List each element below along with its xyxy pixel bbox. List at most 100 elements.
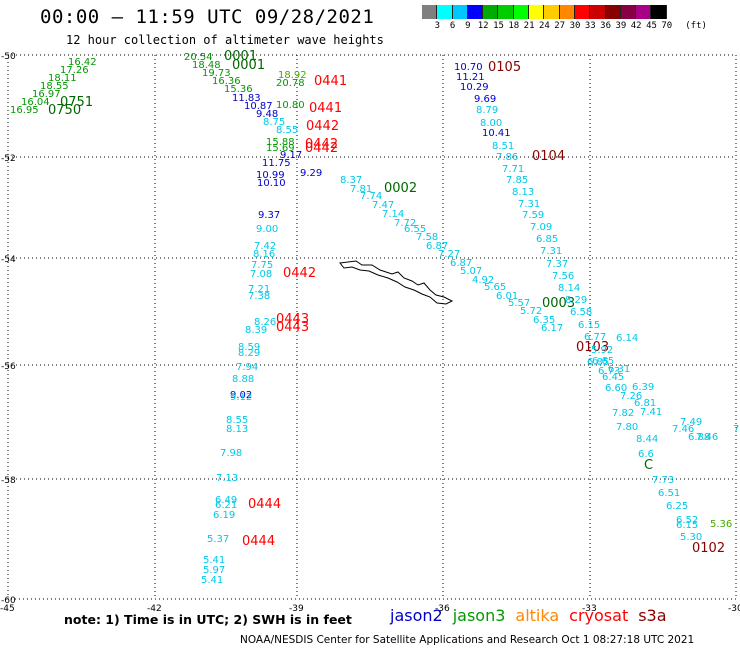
map-frame [7, 54, 737, 600]
point-label: 0751 [60, 95, 93, 110]
point-label: 6.81 [634, 398, 656, 409]
point-label: 7.46 [672, 424, 694, 435]
scale-unit: (ft) [685, 21, 707, 31]
point-label: 5.41 [203, 555, 225, 566]
point-label: 6.58 [570, 307, 592, 318]
point-label: 10.80 [276, 100, 305, 111]
point-label: 11.21 [456, 72, 485, 83]
point-label: 17.26 [60, 65, 89, 76]
scale-swatch [529, 5, 545, 19]
point-label: 7.08 [250, 269, 272, 280]
legend-altika: altika [515, 606, 560, 625]
point-label: 6.73 [598, 366, 620, 377]
point-label: 6.35 [533, 315, 555, 326]
point-label: 7.85 [506, 175, 528, 186]
point-label: 1.48 [0, 0, 22, 3]
scale-label: 9 [465, 21, 471, 31]
point-label: 7.41 [640, 407, 662, 418]
point-label: 7.13 [216, 473, 238, 484]
lat-lon-grid [8, 55, 736, 599]
point-label: 7.49 [680, 417, 702, 428]
point-label: 7.37 [546, 259, 568, 270]
legend-cryosat: cryosat [569, 606, 629, 625]
point-label: 20.78 [276, 78, 305, 89]
point-label: 6.55 [404, 224, 426, 235]
point-label: 0441 [314, 74, 347, 89]
point-label: 0444 [248, 497, 281, 512]
scale-swatch [620, 5, 637, 19]
point-label: 9.00 [256, 224, 278, 235]
latitude-label: -58 [1, 476, 16, 486]
point-label: 8.16 [253, 249, 275, 260]
latitude-label: -52 [1, 154, 16, 164]
point-label: 8.37 [340, 175, 362, 186]
point-label: 5.07 [460, 266, 482, 277]
latitude-label: -50 [1, 52, 16, 62]
point-label: 5.65 [484, 282, 506, 293]
point-label: 7.42 [254, 241, 276, 252]
point-label: 6.15 [676, 520, 698, 531]
scale-swatch [467, 5, 484, 19]
point-label: 0102 [692, 541, 725, 556]
legend-s3a: s3a [638, 606, 667, 625]
latitude-label: -54 [1, 255, 16, 265]
point-label: 6.19 [213, 510, 235, 521]
point-label: 8.39 [245, 325, 267, 336]
map-border [7, 54, 737, 600]
point-label: 7.47 [372, 200, 394, 211]
point-label: 0443 [276, 320, 309, 335]
point-label: 8.88 [232, 374, 254, 385]
scale-label: 18 [508, 21, 520, 31]
scale-label: 36 [600, 21, 612, 31]
point-label: 6.85 [536, 234, 558, 245]
point-label: 16.42 [68, 57, 97, 68]
point-label: 7.74 [360, 191, 382, 202]
point-label: 7.58 [416, 232, 438, 243]
point-label: 6.14 [616, 333, 638, 344]
point-label: 7.31 [540, 246, 562, 257]
point-label: 7.09 [530, 222, 552, 233]
point-label: 5.41 [201, 575, 223, 586]
point-label: 6.17 [541, 323, 563, 334]
point-label: 6.15 [578, 320, 600, 331]
legend-jason3: jason3 [452, 606, 506, 625]
point-label: 18.55 [40, 81, 69, 92]
point-label: 7.72 [394, 218, 416, 229]
point-label: 8.59 [238, 342, 260, 353]
point-label: 0442 [305, 141, 338, 156]
point-label: 7.14 [382, 209, 404, 220]
point-label: 6.21 [215, 500, 237, 511]
point-label: 8.14 [558, 283, 580, 294]
south-georgia-coastline [339, 260, 454, 305]
point-label: 0441 [309, 101, 342, 116]
point-label: 9.48 [256, 109, 278, 120]
point-label: 6.45 [602, 372, 624, 383]
point-label: 19.73 [202, 68, 231, 79]
scale-label: 3 [434, 21, 441, 31]
point-label: 11.75 [262, 158, 291, 169]
point-label: 7.75 [251, 260, 273, 271]
legend-jason2: jason2 [390, 606, 443, 625]
color-scale-labels: 3 6 9 12 15 18 21 24 27 30 33 36 39 42 45 70 (ft) [422, 21, 736, 33]
point-label: 6.52 [676, 515, 698, 526]
point-label: 16.04 [21, 97, 50, 108]
point-label: 7.19 [733, 424, 740, 435]
point-label: 8.13 [512, 187, 534, 198]
point-label: 0001 [232, 58, 265, 73]
point-label: 10.87 [244, 101, 273, 112]
point-label: 5.30 [680, 532, 702, 543]
longitude-label: -39 [289, 604, 304, 614]
point-label: 0750 [48, 103, 81, 118]
point-label: 6.49 [215, 495, 237, 506]
axis-labels: -50 -52 -54 -56 -58 -60-45 -42 -39 -36 -33 -30 [0, 52, 740, 614]
point-label: 7.98 [220, 448, 242, 459]
point-label: 10.99 [256, 170, 285, 181]
latitude-label: -56 [1, 362, 16, 372]
point-label: 8.13 [226, 424, 248, 435]
scale-label: 15 [493, 21, 504, 31]
point-label: 0442 [305, 137, 338, 152]
point-label: 6.87 [450, 258, 472, 269]
point-label: 6.88 [688, 432, 710, 443]
point-label: 7.94 [236, 362, 258, 373]
